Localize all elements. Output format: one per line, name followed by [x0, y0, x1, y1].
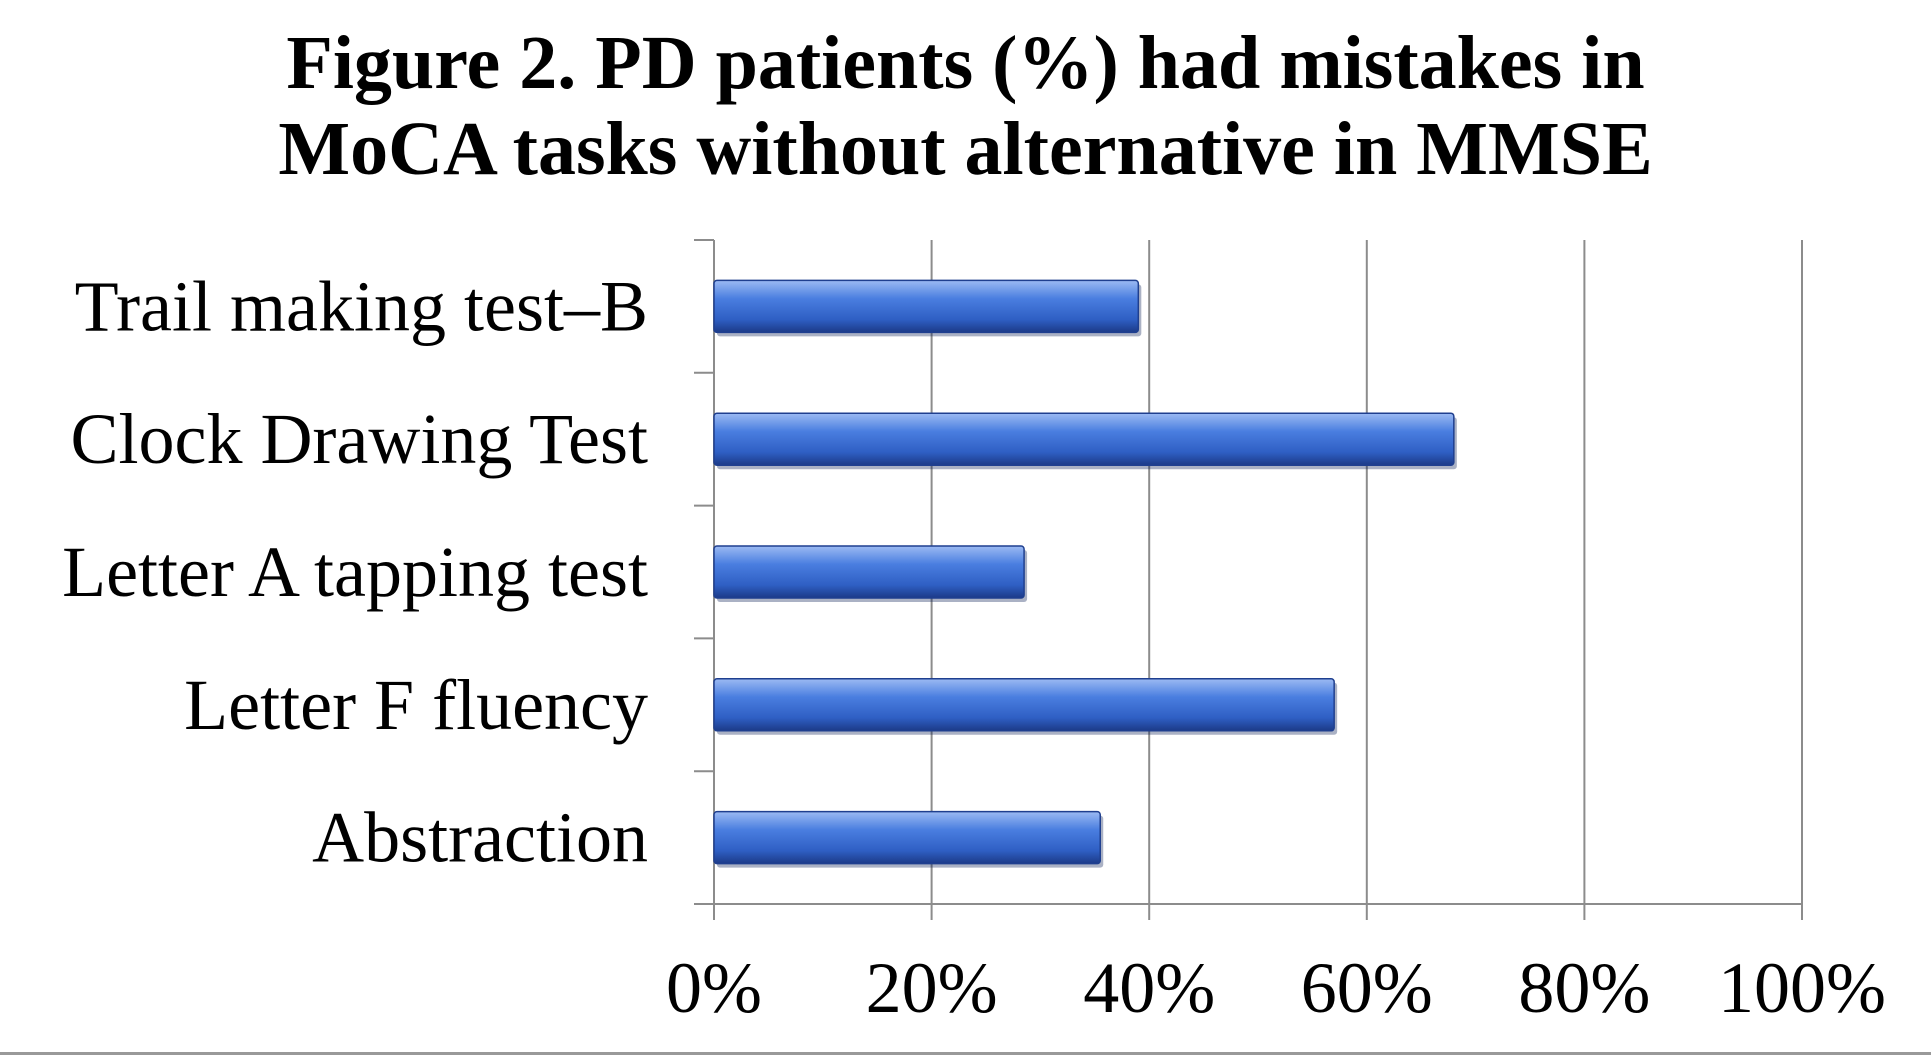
x-tick-label-2: 40% [1083, 948, 1215, 1028]
category-label-4: Abstraction [312, 798, 648, 878]
category-label-2: Letter A tapping test [62, 532, 648, 612]
chart-title: Figure 2. PD patients (%) had mistakes i… [0, 20, 1931, 192]
bar-4 [713, 810, 1101, 865]
x-tick-label-5: 100% [1718, 948, 1886, 1028]
bar-0 [713, 279, 1140, 334]
x-tick-label-1: 20% [866, 948, 998, 1028]
chart-title-line-2: MoCA tasks without alternative in MMSE [278, 107, 1653, 191]
x-tick-label-3: 60% [1301, 948, 1433, 1028]
chart-title-line-1: Figure 2. PD patients (%) had mistakes i… [286, 21, 1645, 105]
bar-2 [713, 545, 1025, 599]
category-label-0: Trail making test–B [75, 266, 648, 346]
bar-3 [713, 678, 1335, 732]
category-label-3: Letter F fluency [184, 665, 648, 745]
gridlines [930, 240, 1803, 904]
category-label-1: Clock Drawing Test [70, 399, 648, 479]
labels: Trail making test–B Clock Drawing Test Let… [62, 266, 1886, 1028]
bars [713, 279, 1457, 868]
x-tick-label-4: 80% [1518, 948, 1650, 1028]
x-tick-label-0: 0% [666, 948, 762, 1028]
bottom-divider [0, 1052, 1931, 1055]
bar-1 [713, 412, 1455, 466]
